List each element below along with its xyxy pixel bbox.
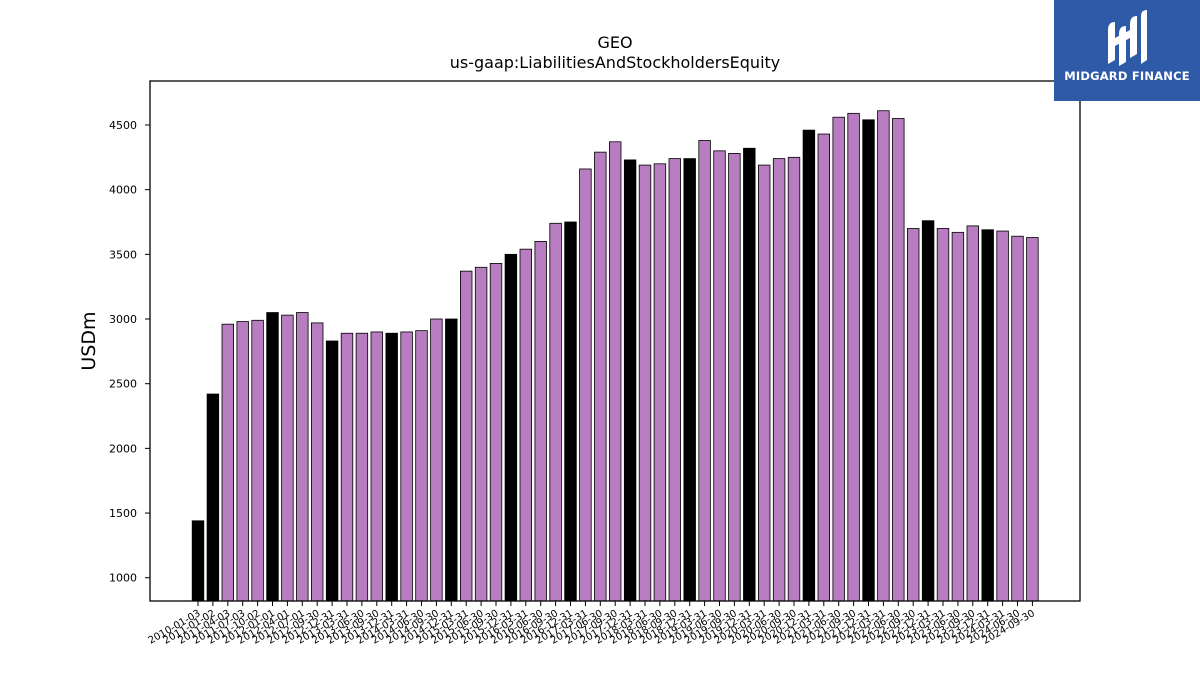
bar-2023-09-30 <box>966 225 980 602</box>
chart-title: GEO <box>597 33 632 52</box>
bar-2014-03-31 <box>400 331 413 602</box>
plot-frame <box>149 80 1081 602</box>
bar-2021-09-30 <box>847 112 860 602</box>
bar-2012-04-01 <box>281 314 294 602</box>
y-tick-label: 2500 <box>109 378 137 391</box>
bar-2012-12-31 <box>325 340 339 602</box>
bar-2022-12-31 <box>921 220 935 602</box>
bar-2017-09-30 <box>609 141 622 602</box>
bar-2019-12-31 <box>743 147 756 602</box>
bar-2013-09-30 <box>370 331 384 602</box>
bar-2020-03-31 <box>758 164 771 602</box>
bar-2023-12-31 <box>981 229 994 602</box>
y-axis-label: USDm <box>78 311 100 370</box>
y-tick-label: 2000 <box>109 442 137 455</box>
bar-2018-12-31 <box>683 158 696 602</box>
bar-2011-10-02 <box>251 319 264 602</box>
bar-2011-07-03 <box>236 321 249 602</box>
bar-2014-09-30 <box>430 318 443 602</box>
bar-2016-06-30 <box>534 240 547 602</box>
bar-2020-09-30 <box>787 156 801 602</box>
bar-2015-03-31 <box>459 270 473 602</box>
bar-2013-06-30 <box>355 332 369 602</box>
bar-2014-12-31 <box>445 318 458 602</box>
bar-2012-01-01 <box>266 312 279 602</box>
bar-2010-01-03 <box>191 520 205 602</box>
bar-2012-07-01 <box>296 312 309 602</box>
bar-2015-06-30 <box>474 266 488 602</box>
bar-2015-09-30 <box>489 262 503 602</box>
bar-2023-03-31 <box>936 228 950 602</box>
bar-2012-09-30 <box>310 322 324 602</box>
bar-2024-09-30 <box>1026 237 1039 602</box>
bar-2022-06-30 <box>892 118 905 602</box>
bar-2024-03-31 <box>996 230 1009 602</box>
bar-2017-12-31 <box>623 159 637 602</box>
y-tick-label: 3500 <box>109 248 137 261</box>
bar-2013-12-31 <box>385 332 398 602</box>
brand-logo: MIDGARD FINANCE <box>1054 0 1200 101</box>
bar-2018-09-30 <box>668 158 682 602</box>
bar-2010-12-31 <box>206 393 220 602</box>
bar-2021-06-30 <box>832 116 845 602</box>
midgard-m-logo-icon <box>1108 10 1147 66</box>
bar-2023-06-30 <box>951 231 965 602</box>
bar-2020-06-30 <box>772 158 786 602</box>
bar-2016-03-31 <box>519 248 533 602</box>
bar-2020-12-31 <box>802 129 816 602</box>
bar-2016-09-30 <box>549 222 562 602</box>
bar-2021-03-31 <box>817 133 831 602</box>
bar-2017-03-31 <box>579 168 592 602</box>
chart-subtitle: us-gaap:LiabilitiesAndStockholdersEquity <box>450 53 781 72</box>
bar-2018-03-31 <box>638 164 652 602</box>
bar-2024-06-30 <box>1011 235 1024 602</box>
bar-2019-06-30 <box>713 150 726 602</box>
brand-name: MIDGARD FINANCE <box>1064 69 1190 83</box>
y-tick-label: 4500 <box>109 119 137 132</box>
bar-2019-03-31 <box>698 140 711 602</box>
bar-2022-09-30 <box>907 228 920 602</box>
bar-2013-03-31 <box>340 332 354 602</box>
y-tick-label: 3000 <box>109 313 137 326</box>
bar-2016-12-31 <box>564 221 577 602</box>
y-tick-label: 1000 <box>109 572 137 585</box>
bar-2022-03-31 <box>877 110 890 602</box>
bar-2017-06-30 <box>594 151 607 602</box>
bar-2021-12-31 <box>862 119 875 602</box>
bar-2018-06-30 <box>653 163 667 602</box>
bar-2011-04-03 <box>221 323 235 602</box>
bar-2014-06-30 <box>415 330 428 602</box>
bar-2019-09-30 <box>728 153 741 602</box>
y-tick-label: 4000 <box>109 184 137 197</box>
bar-2015-12-31 <box>504 253 518 602</box>
y-tick-label: 1500 <box>109 507 137 520</box>
